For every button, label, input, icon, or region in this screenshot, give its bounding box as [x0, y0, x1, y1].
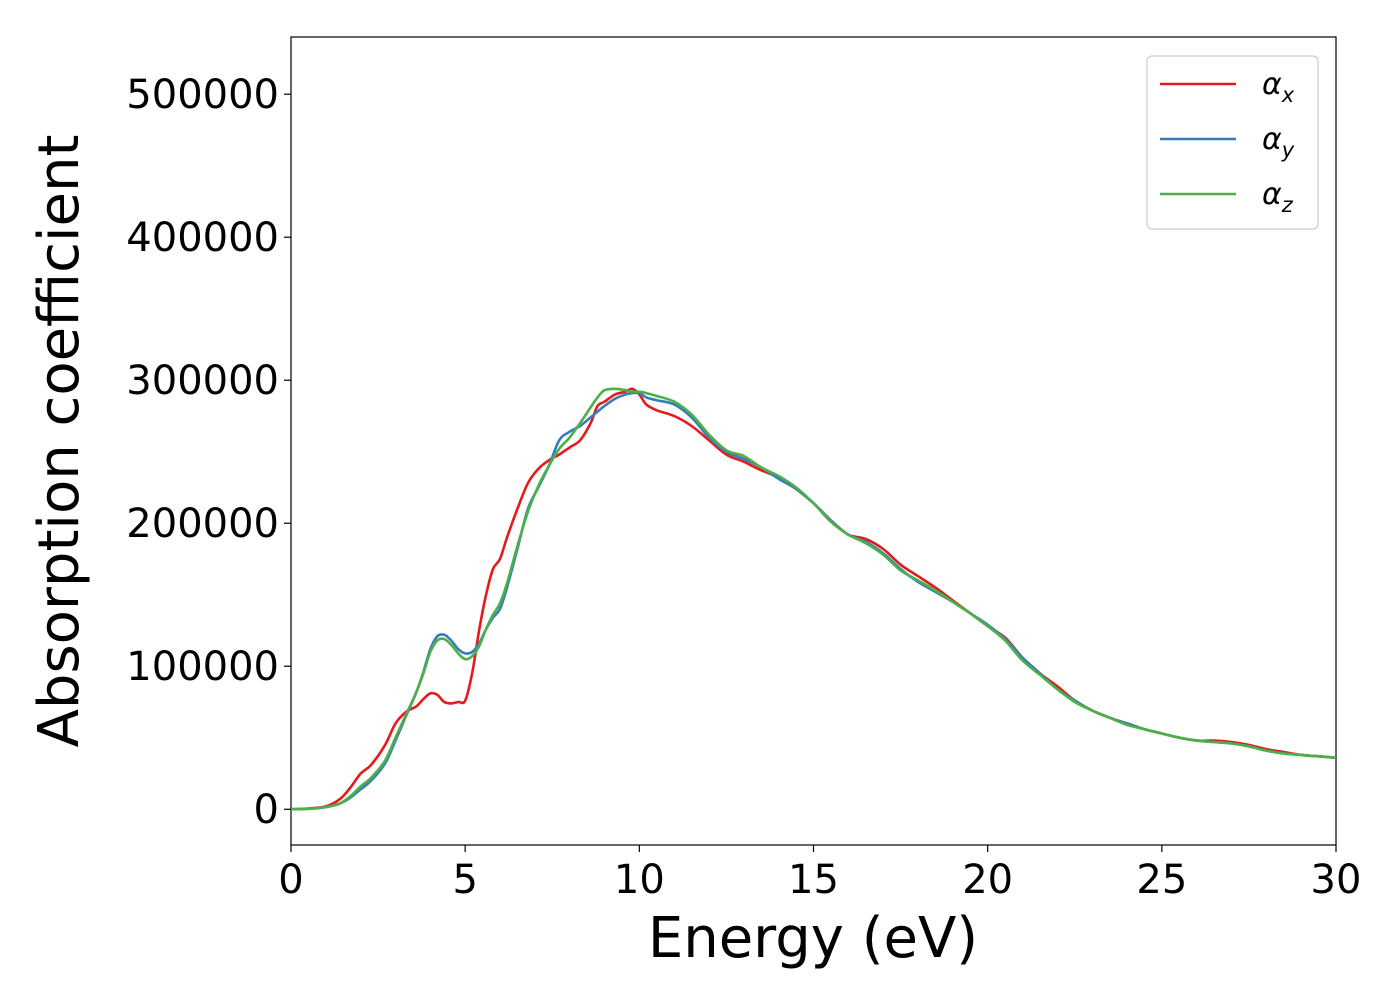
y-axis: 0 100000 200000 300000 400000 500000: [126, 72, 291, 833]
y-tick-label: 200000: [126, 501, 279, 547]
legend-box: [1146, 55, 1319, 230]
x-tick-label: 10: [614, 857, 665, 903]
y-tick-label: 0: [254, 787, 279, 833]
x-axis: 0 5 10 15 20 25 30: [278, 845, 1361, 903]
y-tick-label: 500000: [126, 72, 279, 118]
series-line-alpha-z: [290, 387, 1337, 811]
x-tick-label: 25: [1136, 857, 1187, 903]
y-tick-label: 100000: [126, 644, 279, 690]
x-tick-label: 0: [278, 857, 303, 903]
legend-label: αy: [1262, 122, 1295, 162]
y-tick-label: 300000: [126, 358, 279, 404]
legend: αx αy αz: [1146, 55, 1319, 230]
x-axis-label: Energy (eV): [648, 906, 978, 971]
x-tick-label: 30: [1311, 857, 1362, 903]
x-tick-label: 20: [962, 857, 1013, 903]
series-lines: [290, 387, 1337, 811]
legend-label: αz: [1262, 177, 1294, 217]
legend-label: αx: [1262, 67, 1295, 107]
y-axis-label: Absorption coefficient: [27, 135, 92, 748]
x-tick-label: 15: [788, 857, 839, 903]
y-tick-label: 400000: [126, 215, 279, 261]
x-tick-label: 5: [452, 857, 477, 903]
